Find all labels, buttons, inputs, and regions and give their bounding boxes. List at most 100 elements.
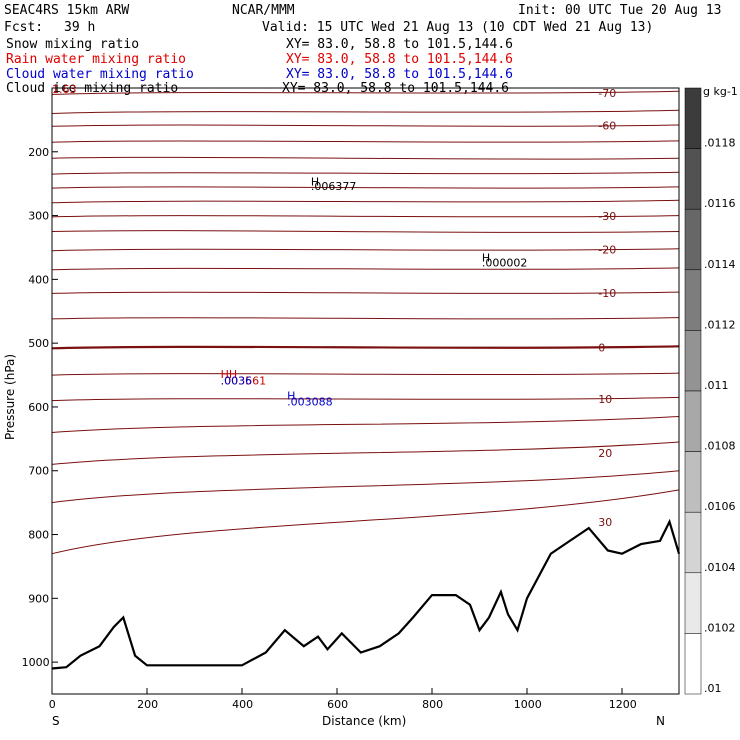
legend-cloud-water-label: Cloud water mixing ratio — [6, 67, 194, 82]
isotherm-3 — [51, 140, 680, 143]
colorbar-swatch-2 — [684, 208, 702, 271]
annotation-8: .003088 — [287, 396, 333, 409]
colorbar-label-8: .0102 — [704, 621, 736, 634]
forecast-label: Fcst: — [4, 20, 43, 35]
colorbar-label-5: .0108 — [704, 440, 736, 453]
isotherm-4 — [51, 156, 680, 160]
y-tick-label-5: 700 — [28, 465, 49, 478]
annotation-2: H — [482, 252, 490, 265]
y-tick-label-0: 200 — [28, 146, 49, 159]
plot-area: -70-60-30-20-100102030H.006377H.000002HH… — [51, 83, 681, 670]
isotherm-label-14: 0 — [598, 341, 605, 354]
isotherm-11 — [51, 267, 680, 271]
isotherm-17 — [51, 416, 680, 433]
isotherm-7 — [51, 199, 680, 204]
model-title: SEAC4RS 15km ARW — [4, 3, 129, 18]
colorbar-swatch-5 — [684, 390, 702, 452]
legend-rain-xy: XY= 83.0, 58.8 to 101.5,144.6 — [286, 52, 513, 67]
isotherm-label-0: -70 — [598, 87, 616, 100]
colorbar-swatch-8 — [684, 572, 702, 634]
y-tick-label-1: 300 — [28, 210, 49, 223]
colorbar-label-7: .0104 — [704, 561, 736, 574]
colorbar-swatch-6 — [684, 451, 702, 513]
colorbar-swatch-0 — [684, 87, 702, 149]
annotation-7: H — [287, 389, 295, 402]
y-tick-label-2: 400 — [28, 273, 49, 286]
x-tick-label-5: 1000 — [514, 698, 542, 711]
annotation-1: .006377 — [311, 180, 357, 193]
colorbar-label-1: .0116 — [704, 197, 736, 210]
x-tick-label-0: 0 — [49, 698, 56, 711]
x-axis-ticks: 0 200 400 600 800 1000 1200 — [49, 688, 637, 711]
terrain-line — [51, 518, 681, 670]
y-tick-label-4: 600 — [28, 401, 49, 414]
isotherm-9 — [51, 230, 680, 233]
isotherm-14 — [51, 345, 680, 350]
y-tick-label-6: 800 — [28, 529, 49, 542]
colorbar: .0118 .0116 .0114 .0112 .011 .0108 .0106 .0104.… — [684, 87, 736, 695]
x-tick-label-3: 600 — [327, 698, 348, 711]
isotherm-19 — [51, 470, 680, 504]
x-endpoint-right: N — [656, 714, 665, 728]
annotation-9: 1.63 — [52, 83, 77, 96]
colorbar-label-4: .011 — [704, 379, 729, 392]
x-tick-label-4: 800 — [422, 698, 443, 711]
y-axis-ticks: 200 300 400 500 600 700 800 900 1000 — [22, 146, 58, 669]
isotherm-label-10: -20 — [598, 244, 616, 257]
isotherm-6 — [51, 186, 680, 189]
annotation-4: HH — [221, 368, 238, 381]
init-time: Init: 00 UTC Tue 20 Aug 13 — [518, 3, 722, 18]
isotherm-label-12: -10 — [598, 287, 616, 300]
isotherm-label-20: 30 — [598, 516, 612, 529]
x-endpoint-left: S — [52, 714, 60, 728]
y-tick-label-8: 1000 — [22, 656, 50, 669]
chart-header: SEAC4RS 15km ARW NCAR/MMM Init: 00 UTC T… — [4, 3, 722, 96]
isotherm-label-2: -60 — [598, 120, 616, 133]
isotherm-5 — [51, 171, 680, 175]
legend-snow-label: Snow mixing ratio — [6, 37, 139, 52]
colorbar-swatch-7 — [684, 511, 702, 574]
isotherm-label-8: -30 — [598, 210, 616, 223]
x-tick-label-2: 400 — [232, 698, 253, 711]
y-tick-label-3: 500 — [28, 337, 49, 350]
y-tick-label-7: 900 — [28, 592, 49, 605]
isotherm-1 — [51, 109, 680, 114]
isotherm-12 — [51, 291, 680, 294]
x-axis-label: Distance (km) — [322, 714, 406, 728]
isotherm-16 — [51, 396, 680, 402]
colorbar-label-0: .0118 — [704, 137, 736, 150]
y-axis-label: Pressure (hPa) — [3, 354, 17, 440]
colorbar-swatch-4 — [684, 330, 702, 392]
colorbar-swatch-9 — [684, 633, 702, 695]
x-tick-label-6: 1200 — [609, 698, 637, 711]
annotation-5: .003561 — [221, 375, 267, 388]
valid-time: Valid: 15 UTC Wed 21 Aug 13 (10 CDT Wed … — [262, 20, 653, 35]
x-tick-label-1: 200 — [137, 698, 158, 711]
plot-frame — [51, 87, 680, 695]
legend-rain-label: Rain water mixing ratio — [6, 52, 186, 67]
annotation-6: .0036 — [221, 375, 253, 388]
annotation-0: H — [311, 176, 319, 189]
isotherm-13 — [51, 317, 680, 320]
isotherm-0 — [51, 90, 680, 95]
isotherm-10 — [51, 248, 680, 252]
colorbar-unit: g kg-1 — [703, 85, 738, 98]
isotherm-15 — [51, 372, 680, 376]
colorbar-label-9: .01 — [704, 682, 722, 695]
isotherm-label-18: 20 — [598, 447, 612, 460]
annotation-3: .000002 — [482, 257, 528, 270]
legend-cloud-water-xy: XY= 83.0, 58.8 to 101.5,144.6 — [286, 67, 513, 82]
isotherm-8 — [51, 215, 680, 218]
isotherm-18 — [51, 441, 680, 465]
colorbar-label-2: .0114 — [704, 258, 736, 271]
colorbar-label-6: .0106 — [704, 500, 736, 513]
colorbar-swatch-1 — [684, 148, 702, 210]
organization-label: NCAR/MMM — [232, 3, 295, 18]
forecast-hour: 39 h — [64, 20, 95, 35]
isotherm-label-16: 10 — [598, 393, 612, 406]
legend-snow-xy: XY= 83.0, 58.8 to 101.5,144.6 — [286, 37, 513, 52]
isotherm-20 — [51, 489, 680, 555]
isotherm-2 — [51, 124, 680, 127]
colorbar-label-3: .0112 — [704, 318, 736, 331]
